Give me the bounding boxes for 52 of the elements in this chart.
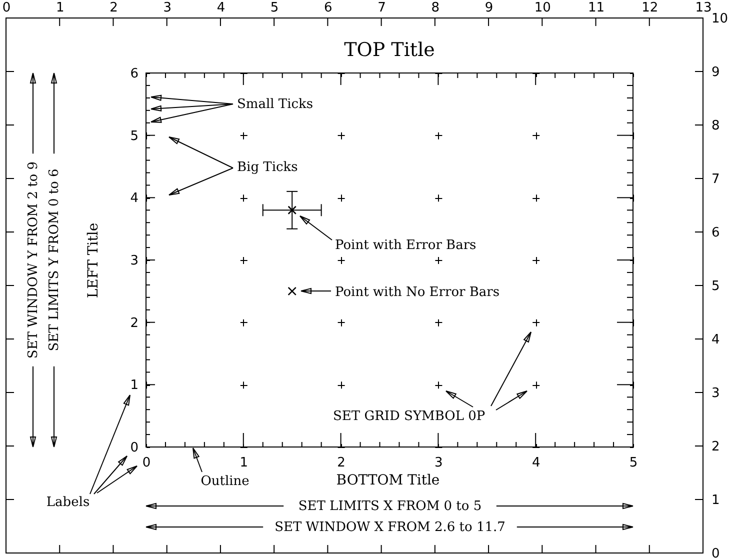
- y2-tick-label: 4: [712, 332, 720, 348]
- x-tick-label: 4: [532, 456, 540, 470]
- x2-tick-label: 13: [695, 0, 712, 16]
- y-tick-label: 3: [130, 254, 138, 268]
- text: SET WINDOW X FROM 2.6 to 11.7: [274, 520, 506, 535]
- y2-tick-label: 6: [712, 226, 720, 240]
- y-tick-label: 5: [130, 128, 138, 144]
- annotation: Point with Error Bars: [335, 238, 476, 253]
- y2-tick-label: 2: [712, 440, 720, 454]
- text: Labels: [46, 495, 90, 510]
- text: SET LIMITS Y FROM 0 to 6: [47, 168, 62, 352]
- x2-tick-label: 6: [324, 0, 332, 16]
- text: SET LIMITS X FROM 0 to 5: [298, 499, 482, 514]
- chart-title: TOP Title: [344, 39, 435, 61]
- x-tick-label: 3: [434, 456, 443, 470]
- y-tick-label: 0: [130, 440, 138, 456]
- x-axis-title: BOTTOM Title: [336, 472, 440, 488]
- y-tick-label: 1: [130, 378, 138, 394]
- x-tick-label: 0: [142, 456, 151, 470]
- y2-tick-label: 5: [712, 279, 720, 294]
- x-tick-label: 5: [629, 456, 638, 470]
- x-tick-label: 1: [240, 456, 248, 470]
- x2-tick-label: 7: [378, 0, 386, 16]
- x-tick-label: 2: [337, 456, 346, 470]
- y-tick-label: 2: [130, 316, 138, 331]
- text: Outline: [200, 474, 250, 489]
- y-axis-title: LEFT Title: [86, 222, 102, 298]
- x2-tick-label: 0: [2, 0, 11, 16]
- annotation: Small Ticks: [237, 97, 314, 112]
- y-tick-label: 6: [130, 66, 138, 82]
- x2-tick-label: 8: [431, 0, 440, 16]
- x2-tick-label: 1: [56, 0, 64, 16]
- y2-tick-label: 1: [712, 493, 720, 508]
- x2-tick-label: 4: [216, 0, 226, 16]
- y2-tick-label: 0: [712, 546, 720, 560]
- y2-tick-label: 7: [712, 172, 720, 187]
- annotation: SET GRID SYMBOL 0P: [333, 409, 486, 424]
- x2-tick-label: 3: [163, 0, 172, 16]
- y2-tick-label: 10: [712, 12, 728, 26]
- x2-tick-label: 5: [270, 0, 279, 16]
- y2-tick-label: 8: [712, 118, 720, 134]
- x2-tick-label: 12: [642, 0, 658, 16]
- x2-tick-label: 10: [534, 0, 551, 16]
- annotation: Big Ticks: [237, 160, 298, 175]
- y-tick-label: 4: [130, 191, 138, 206]
- text: SET WINDOW Y FROM 2 to 9: [26, 161, 41, 359]
- annotation: Point with No Error Bars: [335, 285, 500, 300]
- x2-tick-label: 11: [588, 0, 605, 16]
- x2-tick-label: 2: [110, 0, 118, 16]
- y2-tick-label: 9: [712, 65, 720, 80]
- y2-tick-label: 3: [712, 386, 720, 401]
- x2-tick-label: 9: [484, 0, 494, 16]
